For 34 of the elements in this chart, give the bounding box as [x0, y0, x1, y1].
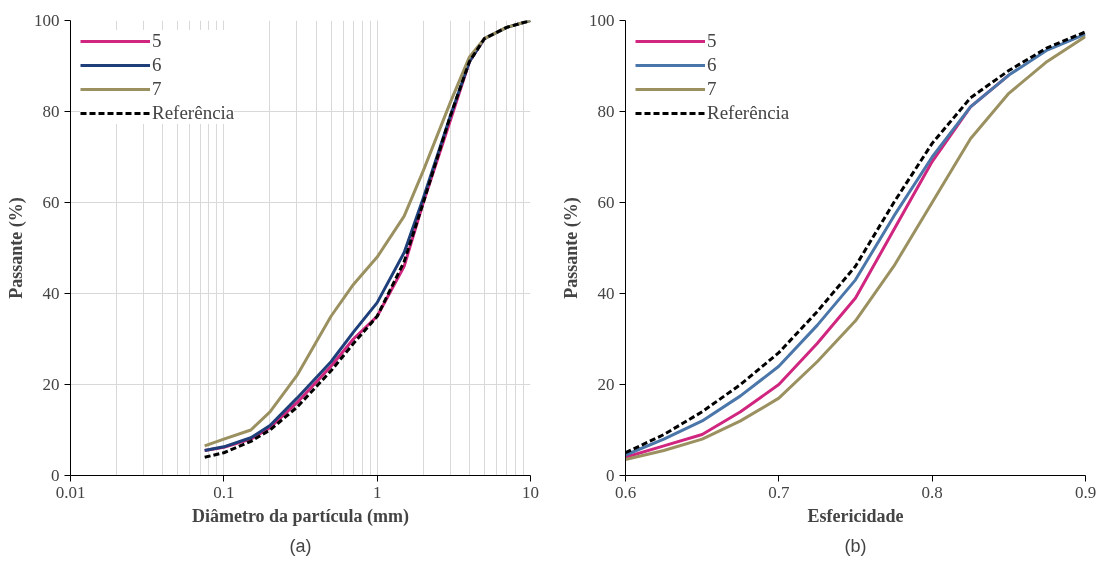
x-tick-label: 0.7	[768, 482, 790, 502]
x-axis-title: Esfericidade	[807, 505, 904, 526]
y-tick-label: 0	[51, 466, 60, 485]
x-tick-label: 0.6	[614, 482, 637, 502]
legend-label: Referência	[707, 102, 790, 124]
legend-label: 6	[707, 54, 718, 76]
x-tick-label: 0.9	[1074, 482, 1097, 502]
text: (b)	[844, 535, 867, 556]
y-axis-title: Passante (%)	[561, 197, 582, 299]
y-tick-label: 60	[597, 193, 615, 212]
y-tick-label: 100	[589, 11, 615, 30]
legend-label: 7	[152, 78, 163, 100]
legend-label: Referência	[152, 102, 235, 124]
x-tick-label: 1	[372, 482, 382, 502]
legend-label: 7	[707, 78, 718, 100]
y-tick-label: 100	[34, 11, 60, 30]
y-tick-label: 40	[597, 284, 615, 303]
y-axis-title: Passante (%)	[6, 197, 27, 299]
y-tick-label: 0	[606, 466, 615, 485]
legend-label: 5	[707, 30, 718, 52]
x-tick-label: 10	[522, 482, 539, 502]
x-axis-title: Diâmetro da partícula (mm)	[191, 505, 410, 527]
text: (a)	[289, 535, 312, 556]
y-tick-label: 20	[42, 375, 60, 394]
x-tick-label: 0.1	[213, 482, 235, 502]
y-tick-label: 80	[42, 102, 60, 121]
legend-label: 6	[152, 54, 163, 76]
y-tick-label: 60	[42, 193, 60, 212]
legend-label: 5	[152, 30, 163, 52]
y-tick-label: 20	[597, 375, 615, 394]
x-tick-label: 0.8	[921, 482, 943, 502]
y-tick-label: 80	[597, 102, 615, 121]
y-tick-label: 40	[42, 284, 60, 303]
x-tick-label: 0.01	[55, 482, 86, 502]
